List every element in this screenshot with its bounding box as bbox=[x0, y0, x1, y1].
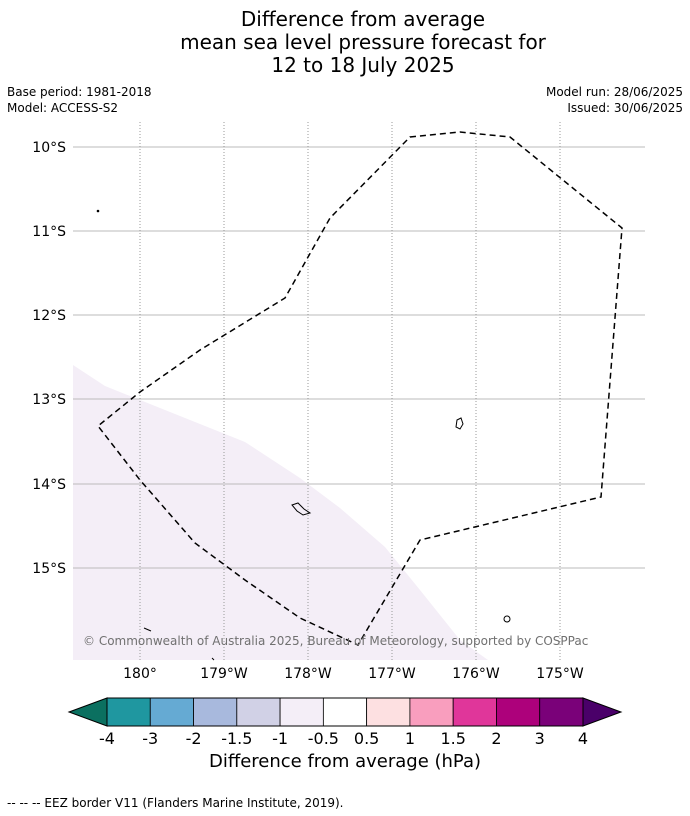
island-southeast bbox=[503, 615, 511, 623]
colorbar-tick-label: 3 bbox=[535, 729, 545, 748]
lon-labels: 180° 179°W 178°W 177°W 176°W 175°W bbox=[123, 666, 584, 682]
map-figure: 10°S 11°S 12°S 13°S 14°S 15°S 180° 179°W… bbox=[32, 122, 645, 748]
colorbar-ticks: -4 -3 -2 -1.5 -1 -0.5 0.5 1 1.5 2 3 4 bbox=[99, 729, 588, 748]
model-name: Model: ACCESS-S2 bbox=[7, 101, 119, 115]
colorbar-segment bbox=[366, 697, 411, 727]
colorbar-extend-high bbox=[582, 697, 623, 727]
colorbar-segment bbox=[236, 697, 281, 727]
colorbar-tick-label: 4 bbox=[578, 729, 588, 748]
colorbar-segment bbox=[409, 697, 454, 727]
lon-label: 178°W bbox=[284, 666, 332, 682]
lat-label: 13°S bbox=[32, 392, 66, 408]
colorbar-tick-label: -4 bbox=[99, 729, 115, 748]
lon-label: 177°W bbox=[368, 666, 416, 682]
island-central bbox=[291, 502, 312, 516]
colorbar-tick-label: 1.5 bbox=[440, 729, 465, 748]
colorbar-segment bbox=[452, 697, 497, 727]
lat-label: 12°S bbox=[32, 308, 66, 324]
island-northwest bbox=[96, 209, 100, 213]
island-south bbox=[211, 657, 215, 661]
title-line-1: Difference from average bbox=[240, 7, 486, 31]
colorbar-segment bbox=[279, 697, 324, 727]
colorbar-segment bbox=[496, 697, 541, 727]
model-run: Model run: 28/06/2025 bbox=[545, 85, 683, 99]
meta-left: Base period: 1981-2018 Model: ACCESS-S2 bbox=[7, 84, 152, 116]
colorbar-tick-label: -0.5 bbox=[308, 729, 339, 748]
title-line-3: 12 to 18 July 2025 bbox=[271, 53, 455, 77]
lon-label: 176°W bbox=[452, 666, 500, 682]
islands bbox=[96, 209, 511, 661]
copyright-notice: © Commonwealth of Australia 2025, Bureau… bbox=[83, 634, 588, 648]
colorbar-segment bbox=[322, 697, 368, 727]
lon-label: 179°W bbox=[200, 666, 248, 682]
colorbar-segment bbox=[149, 697, 194, 727]
map-title: Difference from average mean sea level p… bbox=[0, 8, 690, 77]
lat-label: 11°S bbox=[32, 224, 66, 240]
lat-label: 14°S bbox=[32, 477, 66, 493]
eez-footnote: -- -- -- EEZ border V11 (Flanders Marine… bbox=[7, 796, 344, 810]
colorbar-tick-label: 2 bbox=[491, 729, 501, 748]
base-period: Base period: 1981-2018 bbox=[7, 85, 152, 99]
colorbar-segment bbox=[106, 697, 151, 727]
colorbar-tick-label: -2 bbox=[186, 729, 202, 748]
lat-label: 10°S bbox=[32, 140, 66, 156]
colorbar-extend-low bbox=[67, 697, 108, 727]
lat-gridlines bbox=[73, 146, 645, 569]
colorbar-tick-label: 0.5 bbox=[354, 729, 379, 748]
island-east bbox=[455, 417, 464, 430]
colorbar-segment bbox=[539, 697, 584, 727]
colorbar-tick-label: -3 bbox=[142, 729, 158, 748]
island-southwest bbox=[143, 627, 152, 632]
meta-right: Model run: 28/06/2025 Issued: 30/06/2025 bbox=[546, 84, 683, 116]
eez-border bbox=[96, 131, 623, 646]
colorbar-tick-label: 1 bbox=[405, 729, 415, 748]
lon-label: 175°W bbox=[536, 666, 584, 682]
issued-date: Issued: 30/06/2025 bbox=[567, 101, 683, 115]
anomaly-shading bbox=[73, 365, 488, 660]
title-line-2: mean sea level pressure forecast for bbox=[180, 30, 546, 54]
colorbar-segment bbox=[193, 697, 238, 727]
lat-label: 15°S bbox=[32, 561, 66, 577]
colorbar-tick-label: -1 bbox=[272, 729, 288, 748]
lat-labels: 10°S 11°S 12°S 13°S 14°S 15°S bbox=[32, 140, 66, 577]
lon-label: 180° bbox=[123, 666, 157, 682]
colorbar bbox=[67, 697, 623, 727]
colorbar-label: Difference from average (hPa) bbox=[208, 751, 482, 772]
colorbar-tick-label: -1.5 bbox=[221, 729, 252, 748]
